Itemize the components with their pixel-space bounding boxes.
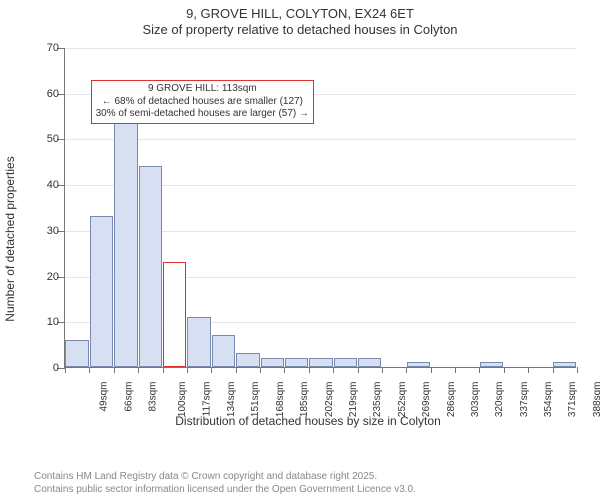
x-tick-label: 49sqm xyxy=(99,382,110,412)
histogram-bar xyxy=(139,166,162,367)
x-tick-label: 354sqm xyxy=(543,382,554,418)
attribution-line-2: Contains public sector information licen… xyxy=(34,484,416,497)
histogram-bar xyxy=(236,353,259,367)
x-tick-label: 100sqm xyxy=(177,382,188,418)
x-tick xyxy=(504,367,505,373)
x-tick xyxy=(553,367,554,373)
title-line-2: Size of property relative to detached ho… xyxy=(0,22,600,38)
chart-container: Number of detached properties 0102030405… xyxy=(28,44,588,434)
attribution-text: Contains HM Land Registry data © Crown c… xyxy=(34,471,416,496)
x-tick-label: 252sqm xyxy=(397,382,408,418)
histogram-bar xyxy=(358,358,381,367)
x-tick xyxy=(65,367,66,373)
gridline xyxy=(65,48,576,49)
histogram-bar xyxy=(261,358,284,367)
histogram-bar xyxy=(480,362,503,367)
x-tick xyxy=(236,367,237,373)
y-tick-label: 40 xyxy=(33,179,59,191)
x-tick-label: 66sqm xyxy=(123,382,134,412)
histogram-bar xyxy=(285,358,308,367)
y-tick-label: 70 xyxy=(33,42,59,54)
x-tick-label: 337sqm xyxy=(519,382,530,418)
histogram-bar xyxy=(553,362,576,367)
histogram-bar xyxy=(212,335,235,367)
x-axis-label: Distribution of detached houses by size … xyxy=(175,414,440,428)
x-tick-label: 286sqm xyxy=(446,382,457,418)
x-tick-label: 202sqm xyxy=(324,382,335,418)
x-tick xyxy=(114,367,115,373)
x-tick-label: 168sqm xyxy=(275,382,286,418)
x-tick-label: 151sqm xyxy=(251,382,262,418)
x-tick-label: 235sqm xyxy=(372,382,383,418)
x-tick xyxy=(333,367,334,373)
y-tick-label: 0 xyxy=(33,362,59,374)
x-tick xyxy=(163,367,164,373)
histogram-bar xyxy=(187,317,210,367)
annotation-line-2: ← 68% of detached houses are smaller (12… xyxy=(96,96,309,109)
x-tick-label: 185sqm xyxy=(299,382,310,418)
gridline xyxy=(65,139,576,140)
x-tick xyxy=(138,367,139,373)
x-tick-label: 269sqm xyxy=(421,382,432,418)
histogram-bar xyxy=(65,340,88,367)
x-tick xyxy=(187,367,188,373)
x-tick xyxy=(431,367,432,373)
y-tick-label: 30 xyxy=(33,225,59,237)
y-tick-label: 60 xyxy=(33,88,59,100)
annotation-line-3: 30% of semi-detached houses are larger (… xyxy=(96,108,309,121)
histogram-bar xyxy=(334,358,357,367)
y-tick-label: 50 xyxy=(33,133,59,145)
histogram-bar xyxy=(407,362,430,367)
y-tick-label: 20 xyxy=(33,271,59,283)
x-tick xyxy=(577,367,578,373)
x-tick xyxy=(211,367,212,373)
x-tick xyxy=(309,367,310,373)
title-line-1: 9, GROVE HILL, COLYTON, EX24 6ET xyxy=(0,6,600,22)
x-tick xyxy=(382,367,383,373)
histogram-bar-highlighted xyxy=(163,262,186,367)
x-tick xyxy=(406,367,407,373)
x-tick-label: 320sqm xyxy=(494,382,505,418)
x-tick-label: 134sqm xyxy=(226,382,237,418)
chart-title: 9, GROVE HILL, COLYTON, EX24 6ET Size of… xyxy=(0,0,600,39)
x-tick-label: 219sqm xyxy=(348,382,359,418)
x-tick-label: 371sqm xyxy=(568,382,579,418)
x-tick-label: 83sqm xyxy=(147,382,158,412)
plot-area: 01020304050607049sqm66sqm83sqm100sqm117s… xyxy=(64,48,576,368)
x-tick-label: 388sqm xyxy=(592,382,600,418)
attribution-line-1: Contains HM Land Registry data © Crown c… xyxy=(34,471,416,484)
annotation-box: 9 GROVE HILL: 113sqm← 68% of detached ho… xyxy=(91,80,314,124)
x-tick xyxy=(260,367,261,373)
annotation-line-1: 9 GROVE HILL: 113sqm xyxy=(96,83,309,96)
x-tick xyxy=(455,367,456,373)
x-tick-label: 303sqm xyxy=(470,382,481,418)
x-tick xyxy=(479,367,480,373)
x-tick-label: 117sqm xyxy=(201,382,212,417)
x-tick xyxy=(284,367,285,373)
histogram-bar xyxy=(309,358,332,367)
x-tick xyxy=(528,367,529,373)
histogram-bar xyxy=(114,116,137,367)
y-axis-label: Number of detached properties xyxy=(3,156,17,321)
histogram-bar xyxy=(90,216,113,367)
x-tick xyxy=(89,367,90,373)
x-tick xyxy=(358,367,359,373)
y-tick-label: 10 xyxy=(33,316,59,328)
